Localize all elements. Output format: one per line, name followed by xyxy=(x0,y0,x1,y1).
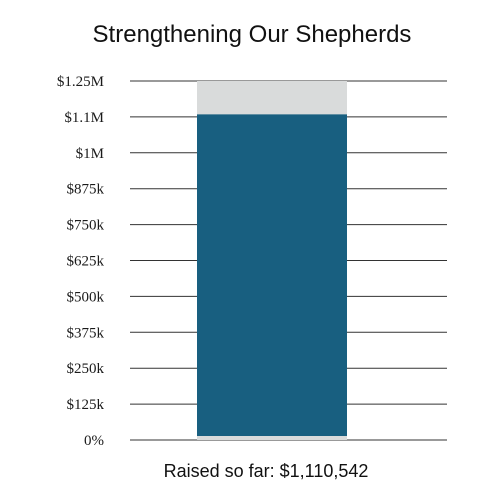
y-tick-label: $1.1M xyxy=(64,110,104,126)
y-tick-label: $625k xyxy=(67,254,105,270)
y-tick-label: $875k xyxy=(67,182,105,198)
bars xyxy=(197,81,347,440)
raised-bar xyxy=(197,114,347,436)
y-tick-label: $250k xyxy=(67,361,105,377)
y-tick-label: $1.25M xyxy=(57,74,104,90)
chart-title: Strengthening Our Shepherds xyxy=(93,21,412,48)
y-tick-label: $500k xyxy=(67,289,105,305)
y-tick-label: $125k xyxy=(67,397,105,413)
y-tick-label: $1M xyxy=(76,146,104,162)
y-tick-label: $375k xyxy=(67,325,105,341)
y-tick-labels: 0% $125k $250k $375k $500k $625k $750k $875k $1M… xyxy=(57,74,105,449)
raised-caption: Raised so far: $1,110,542 xyxy=(164,461,369,481)
y-tick-label: 0% xyxy=(84,433,104,449)
y-tick-label: $750k xyxy=(67,218,105,234)
